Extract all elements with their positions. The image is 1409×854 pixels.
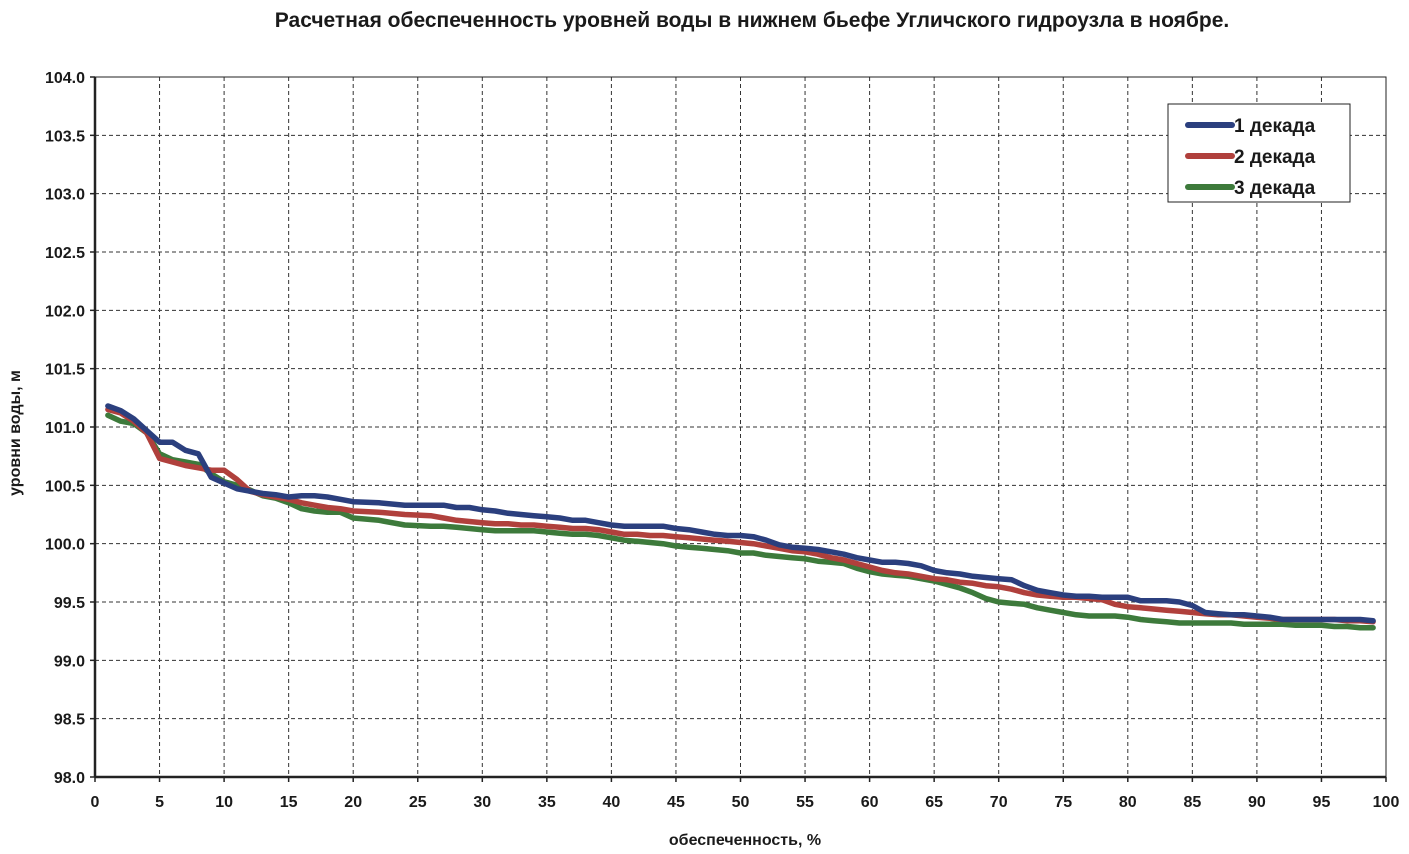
y-tick-label: 103.0 [45, 187, 85, 204]
x-tick-label: 95 [1313, 794, 1331, 811]
x-tick-label: 90 [1248, 794, 1266, 811]
y-tick-label: 99.5 [54, 595, 85, 612]
x-tick-label: 5 [155, 794, 164, 811]
y-tick-label: 100.0 [45, 537, 85, 554]
y-axis-ticks: 98.0 98.5 99.0 99.5 100.0 100.5 101.0 101.5 102.… [45, 70, 95, 787]
y-axis-label: уровни воды, м [7, 370, 24, 496]
x-tick-label: 55 [796, 794, 814, 811]
series-line-2 [105, 406, 1376, 625]
legend-label-2: 2 декада [1234, 147, 1316, 168]
x-tick-label: 60 [861, 794, 879, 811]
y-tick-label: 98.5 [54, 712, 85, 729]
legend-label-1: 1 декада [1234, 116, 1316, 137]
x-tick-label: 10 [215, 794, 233, 811]
x-tick-label: 35 [538, 794, 556, 811]
legend-label-3: 3 декада [1234, 178, 1316, 199]
x-tick-label: 85 [1183, 794, 1201, 811]
y-tick-label: 98.0 [54, 770, 85, 787]
y-tick-label: 102.0 [45, 303, 85, 320]
y-tick-label: 101.5 [45, 362, 85, 379]
y-tick-label: 104.0 [45, 70, 85, 87]
x-tick-label: 70 [990, 794, 1008, 811]
y-tick-label: 100.5 [45, 478, 85, 495]
x-axis-ticks: 0 5 10 15 20 25 30 35 40 45 50 55 60 65 70 75 80 85 90 95 10… [91, 777, 1400, 811]
y-tick-label: 103.5 [45, 128, 85, 145]
series-layer [105, 403, 1376, 631]
x-tick-label: 65 [925, 794, 943, 811]
x-tick-label: 30 [473, 794, 491, 811]
x-tick-label: 0 [91, 794, 100, 811]
series-line-1 [105, 403, 1376, 624]
x-axis-label: обеспеченность, % [669, 832, 821, 849]
x-tick-label: 50 [732, 794, 750, 811]
x-tick-label: 45 [667, 794, 685, 811]
legend: 1 декада 2 декада 3 декада [1167, 103, 1351, 203]
y-tick-label: 102.5 [45, 245, 85, 262]
x-tick-label: 40 [603, 794, 621, 811]
series-line-3 [105, 412, 1376, 631]
chart-title: Расчетная обеспеченность уровней воды в … [275, 9, 1229, 32]
x-tick-label: 20 [344, 794, 362, 811]
x-tick-label: 75 [1054, 794, 1072, 811]
y-tick-label: 101.0 [45, 420, 85, 437]
x-tick-label: 15 [280, 794, 298, 811]
x-tick-label: 25 [409, 794, 427, 811]
x-tick-label: 100 [1373, 794, 1400, 811]
y-tick-label: 99.0 [54, 653, 85, 670]
x-tick-label: 80 [1119, 794, 1137, 811]
